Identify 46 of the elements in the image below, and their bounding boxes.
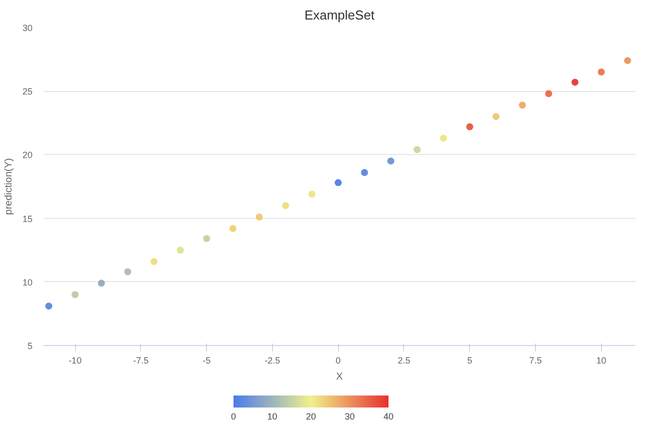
y-tick-label: 5 (27, 341, 33, 351)
y-tick-label: 20 (22, 150, 33, 160)
x-tick-label: -10 (68, 356, 82, 366)
point (414, 146, 421, 154)
point (387, 158, 394, 165)
x-tick-label: 0 (336, 356, 341, 366)
point (466, 123, 474, 130)
x-tick-label: 10 (596, 356, 606, 366)
point (492, 113, 500, 120)
x-tick-label: 5 (467, 356, 472, 366)
point (203, 235, 210, 242)
color-bar-label: 20 (306, 412, 316, 422)
color-bar-label: 0 (230, 412, 236, 422)
point (545, 90, 552, 98)
chart-title: ExampleSet (304, 8, 375, 22)
point (72, 291, 79, 298)
point (308, 190, 316, 198)
point (518, 102, 526, 109)
point (45, 302, 52, 310)
y-tick-label: 15 (22, 214, 33, 224)
point (176, 246, 184, 254)
color-bar-label: 30 (344, 412, 355, 422)
point (98, 280, 105, 287)
y-tick-label: 25 (22, 86, 33, 97)
point (150, 258, 158, 266)
point (282, 202, 290, 210)
x-tick-label: 7.5 (529, 356, 542, 366)
x-axis-title: X (336, 372, 344, 382)
point (124, 268, 132, 276)
x-tick-label: -7.5 (133, 356, 149, 366)
point (256, 214, 263, 221)
point (440, 134, 447, 142)
point (624, 57, 632, 64)
point (334, 179, 342, 186)
y-axis-title: prediction(Y) (3, 158, 14, 215)
x-tick-label: 2.5 (398, 356, 410, 366)
point (571, 78, 578, 86)
point (360, 169, 368, 176)
y-tick-label: 10 (22, 277, 33, 288)
color-bar-label: 40 (383, 412, 394, 422)
x-tick-label: -2.5 (264, 356, 280, 366)
point (598, 68, 605, 76)
x-tick-label: -5 (202, 356, 211, 366)
y-tick-label: 30 (22, 23, 33, 33)
point (229, 224, 236, 232)
color-bar-label: 10 (267, 412, 278, 422)
